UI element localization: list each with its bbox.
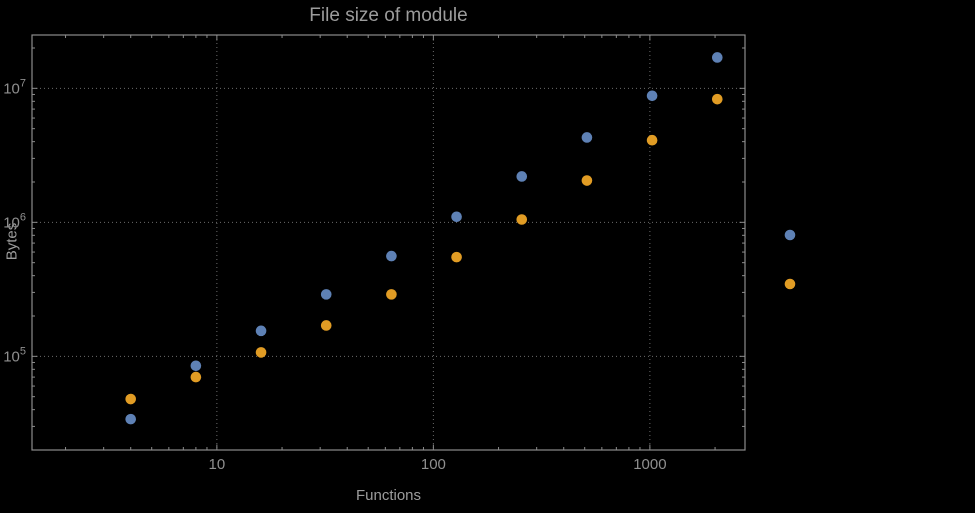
data-point-series-2 <box>386 289 397 300</box>
data-point-series-1 <box>320 289 332 300</box>
x-axis-label: Functions <box>355 487 422 504</box>
data-point-series-2 <box>255 347 267 358</box>
data-point-series-2 <box>451 251 462 263</box>
data-point-series-2 <box>516 214 528 225</box>
data-point-series-2 <box>125 393 137 405</box>
y-tick-label: 106 <box>3 211 26 231</box>
x-tick-label: 1000 <box>633 456 666 473</box>
data-point-series-2 <box>320 320 332 331</box>
data-point-series-1 <box>516 171 528 182</box>
data-point-series-1 <box>646 90 658 102</box>
data-point-series-2 <box>190 371 202 383</box>
data-point-series-1 <box>255 325 267 337</box>
plot-frame <box>31 34 746 451</box>
data-point-series-1 <box>386 250 397 262</box>
legend-marker-series-1 <box>784 229 796 241</box>
legend-marker-series-2 <box>784 278 796 290</box>
x-tick-label: 10 <box>209 456 226 473</box>
x-tick-label: 100 <box>421 456 446 473</box>
y-tick-label: 107 <box>3 77 26 97</box>
data-point-series-2 <box>711 93 723 105</box>
y-tick-label: 105 <box>3 345 26 365</box>
data-point-series-1 <box>125 413 137 425</box>
data-point-series-2 <box>581 175 593 186</box>
chart-title: File size of module <box>309 5 468 26</box>
data-point-series-1 <box>451 211 462 223</box>
data-point-series-1 <box>581 132 593 143</box>
data-point-series-2 <box>646 134 658 146</box>
data-point-series-1 <box>190 360 202 372</box>
data-point-series-1 <box>711 52 723 63</box>
